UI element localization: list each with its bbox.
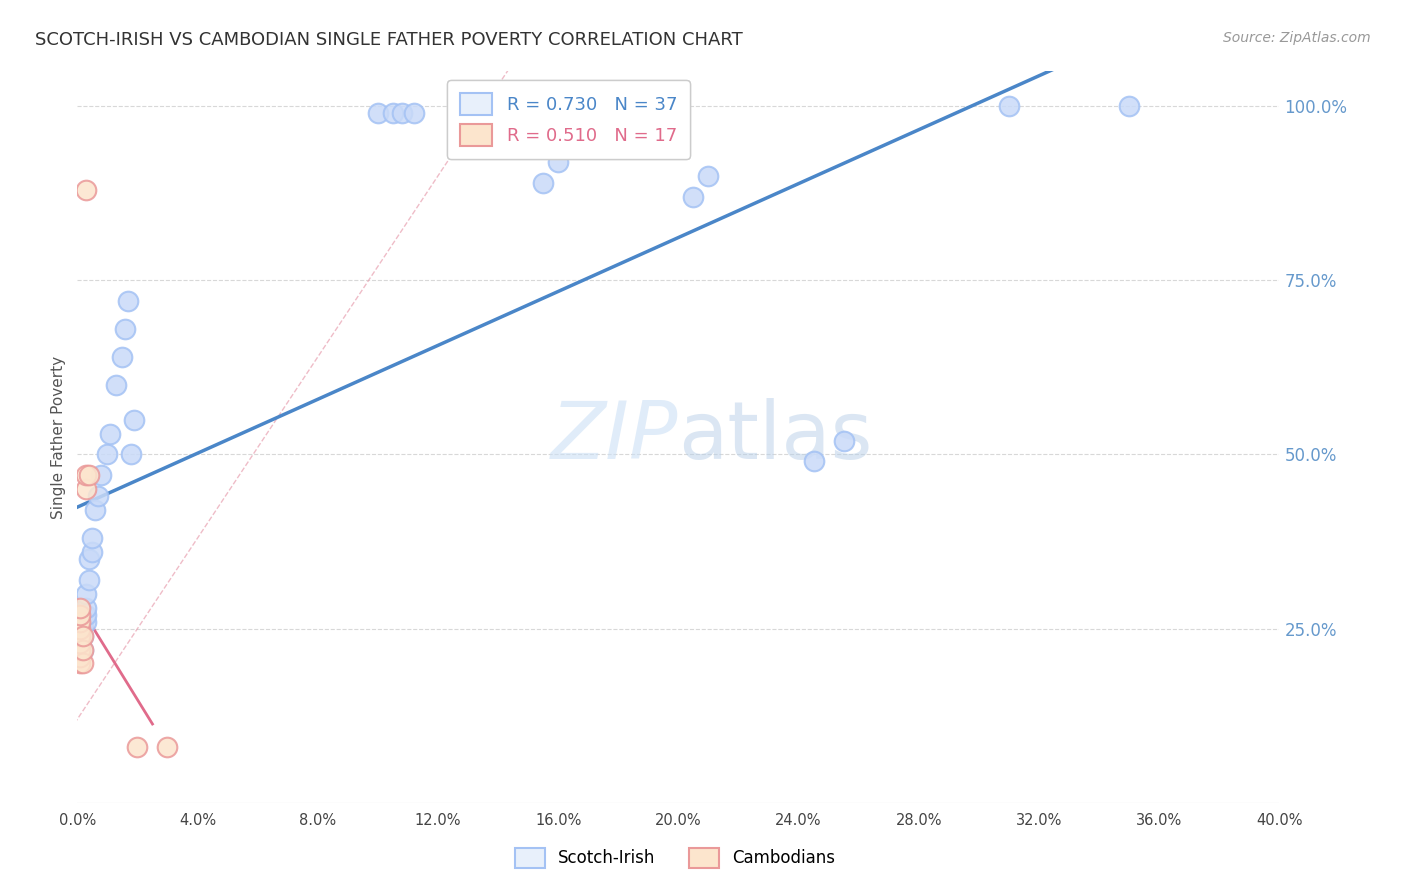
Point xyxy=(79,468,101,483)
Point xyxy=(69,635,91,649)
Point xyxy=(79,573,101,587)
Point xyxy=(381,106,404,120)
Point xyxy=(100,426,122,441)
Point xyxy=(87,489,110,503)
Point xyxy=(90,468,112,483)
Point xyxy=(111,350,134,364)
Point xyxy=(75,468,97,483)
Point xyxy=(803,454,825,468)
Point xyxy=(72,642,94,657)
Text: atlas: atlas xyxy=(679,398,873,476)
Point xyxy=(72,657,94,671)
Point xyxy=(69,649,91,664)
Text: SCOTCH-IRISH VS CAMBODIAN SINGLE FATHER POVERTY CORRELATION CHART: SCOTCH-IRISH VS CAMBODIAN SINGLE FATHER … xyxy=(35,31,742,49)
Point xyxy=(156,740,179,755)
Point xyxy=(697,169,720,183)
Point xyxy=(127,740,149,755)
Legend: Scotch-Irish, Cambodians: Scotch-Irish, Cambodians xyxy=(508,841,842,875)
Text: Source: ZipAtlas.com: Source: ZipAtlas.com xyxy=(1223,31,1371,45)
Point xyxy=(402,106,425,120)
Point xyxy=(998,99,1021,113)
Point xyxy=(69,622,91,636)
Point xyxy=(547,155,569,169)
Point xyxy=(82,545,104,559)
Point xyxy=(69,635,91,649)
Point xyxy=(84,503,107,517)
Point xyxy=(124,412,146,426)
Point xyxy=(117,294,139,309)
Point xyxy=(79,552,101,566)
Point xyxy=(832,434,855,448)
Point xyxy=(69,622,91,636)
Point xyxy=(82,531,104,545)
Point xyxy=(105,377,128,392)
Text: ZIP: ZIP xyxy=(551,398,679,476)
Point xyxy=(69,649,91,664)
Point xyxy=(96,448,118,462)
Point xyxy=(69,600,91,615)
Point xyxy=(75,587,97,601)
Point xyxy=(1118,99,1140,113)
Point xyxy=(72,615,94,629)
Point xyxy=(72,642,94,657)
Point xyxy=(367,106,389,120)
Point xyxy=(69,607,91,622)
Point xyxy=(69,642,91,657)
Point xyxy=(75,615,97,629)
Point xyxy=(75,607,97,622)
Point xyxy=(531,176,554,190)
Point xyxy=(120,448,142,462)
Point xyxy=(72,629,94,643)
Point xyxy=(75,600,97,615)
Point xyxy=(75,183,97,197)
Point xyxy=(72,629,94,643)
Y-axis label: Single Father Poverty: Single Father Poverty xyxy=(51,356,66,518)
Point xyxy=(391,106,413,120)
Point xyxy=(682,190,704,204)
Point xyxy=(69,629,91,643)
Point xyxy=(69,615,91,629)
Point xyxy=(114,322,136,336)
Point xyxy=(75,483,97,497)
Point xyxy=(69,657,91,671)
Legend: R = 0.730   N = 37, R = 0.510   N = 17: R = 0.730 N = 37, R = 0.510 N = 17 xyxy=(447,80,690,159)
